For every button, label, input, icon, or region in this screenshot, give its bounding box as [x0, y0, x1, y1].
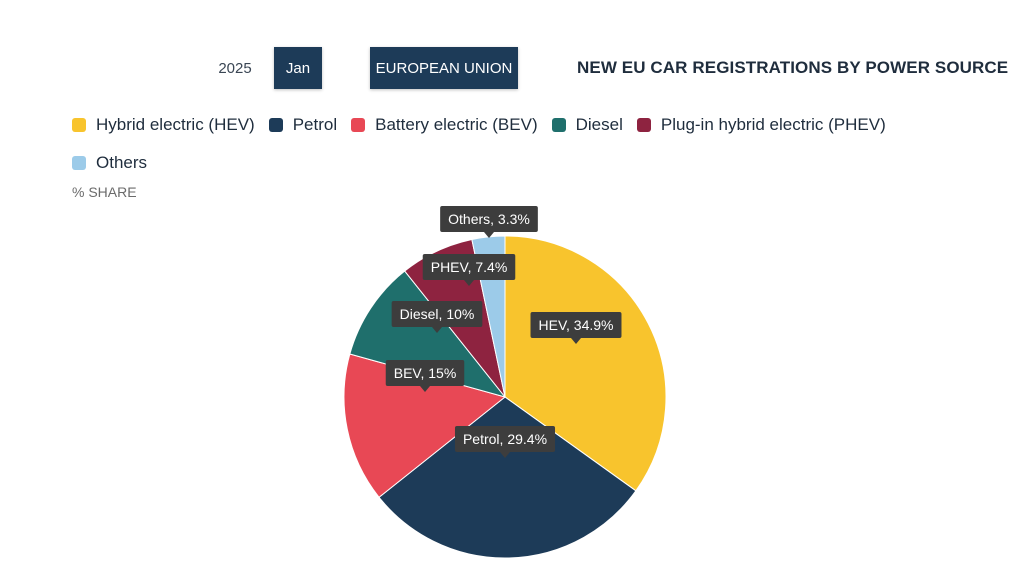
- legend-label-others: Others: [96, 153, 148, 172]
- data-label-bev: BEV, 15%: [385, 360, 465, 392]
- data-label-pointer-diesel: [432, 327, 442, 333]
- region-selector[interactable]: EUROPEAN UNION: [370, 47, 518, 89]
- legend-item-petrol[interactable]: Petrol: [268, 114, 338, 136]
- data-label-text-phev: PHEV, 7.4%: [431, 259, 508, 275]
- data-label-pointer-petrol: [500, 452, 510, 458]
- pie-slice-hev[interactable]: [504, 235, 667, 492]
- data-label-text-hev: HEV, 34.9%: [539, 317, 614, 333]
- pie-slice-bev[interactable]: [343, 353, 507, 498]
- data-label-box-phev: [422, 254, 516, 280]
- legend-item-bev[interactable]: Battery electric (BEV): [351, 114, 538, 136]
- data-label-text-diesel: Diesel, 10%: [400, 306, 475, 322]
- data-label-pointer-bev: [420, 386, 430, 392]
- legend-item-hev[interactable]: Hybrid electric (HEV): [72, 114, 255, 136]
- data-label-petrol: Petrol, 29.4%: [454, 426, 556, 458]
- legend-label-diesel: Diesel: [575, 115, 623, 134]
- legend-label-bev: Battery electric (BEV): [375, 115, 538, 134]
- filter-controls: 2025 Jan EUROPEAN UNION NEW EU CAR REGIS…: [0, 47, 1024, 89]
- legend-swatch-bev: [351, 118, 366, 132]
- legend-item-diesel[interactable]: Diesel: [551, 114, 623, 136]
- data-label-others: Others, 3.3%: [440, 206, 538, 238]
- data-label-box-bev: [385, 360, 465, 386]
- legend-label-petrol: Petrol: [292, 115, 338, 134]
- data-label-text-bev: BEV, 15%: [394, 365, 457, 381]
- data-label-pointer-hev: [571, 338, 581, 344]
- data-label-pointer-others: [484, 232, 494, 238]
- data-label-hev: HEV, 34.9%: [530, 312, 622, 344]
- year-selector[interactable]: 2025: [218, 59, 252, 77]
- chart-legend: Hybrid electric (HEV) Petrol Battery ele…: [72, 114, 972, 174]
- legend-item-phev[interactable]: Plug-in hybrid electric (PHEV): [636, 114, 886, 136]
- data-label-box-petrol: [454, 426, 556, 452]
- chart-title: NEW EU CAR REGISTRATIONS BY POWER SOURCE: [577, 58, 1009, 77]
- legend-swatch-others: [72, 156, 86, 170]
- data-label-phev: PHEV, 7.4%: [422, 254, 516, 286]
- pie-slice-petrol[interactable]: [378, 396, 637, 559]
- data-label-text-others: Others, 3.3%: [448, 211, 530, 227]
- legend-item-others[interactable]: Others: [72, 152, 147, 174]
- legend-swatch-diesel: [551, 118, 566, 132]
- legend-label-hev: Hybrid electric (HEV): [96, 115, 255, 134]
- month-selector[interactable]: Jan: [274, 47, 322, 89]
- data-label-box-hev: [530, 312, 622, 338]
- legend-swatch-phev: [636, 118, 651, 132]
- legend-swatch-petrol: [268, 118, 283, 132]
- legend-swatch-hev: [72, 118, 86, 132]
- data-label-box-diesel: [391, 301, 483, 327]
- data-label-diesel: Diesel, 10%: [391, 301, 483, 333]
- legend-label-phev: Plug-in hybrid electric (PHEV): [660, 115, 886, 134]
- data-label-text-petrol: Petrol, 29.4%: [463, 431, 547, 447]
- pie-slice-diesel[interactable]: [349, 270, 507, 398]
- unit-label: % SHARE: [72, 184, 137, 200]
- data-label-box-others: [440, 206, 538, 232]
- data-label-pointer-phev: [464, 280, 474, 286]
